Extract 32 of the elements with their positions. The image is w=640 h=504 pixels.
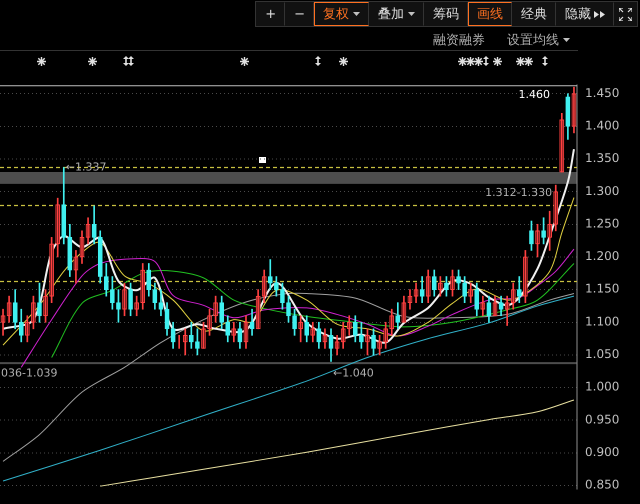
line-series [20, 248, 574, 368]
y-tick-label: 1.050 [585, 347, 620, 362]
y-tick-label: 0.850 [585, 478, 620, 492]
y-tick-label: 1.450 [585, 86, 620, 100]
annotation: ←1.337 [66, 160, 106, 174]
text: 叠加 [378, 6, 404, 23]
text: + [265, 6, 276, 22]
text: 隐藏 [565, 6, 591, 23]
y-tick-label: 1.100 [585, 314, 620, 328]
band-label: 1.312-1.330 [485, 186, 552, 200]
y-tick-label: 0.900 [585, 445, 620, 460]
line-series [100, 399, 574, 487]
text: 筹码 [433, 6, 459, 23]
annotation: 1.460 [518, 88, 550, 102]
band-label: 036-1.039 [1, 366, 58, 380]
y-tick-label: 1.300 [585, 184, 620, 198]
text: 设置均线 [507, 32, 559, 49]
text: 画线 [477, 6, 503, 23]
line-series [2, 148, 575, 344]
y-tick-label: 1.200 [585, 249, 620, 264]
y-tick-label: 0.950 [585, 412, 620, 426]
y-tick-label: 1.350 [585, 151, 620, 166]
y-tick-label: 1.150 [585, 282, 620, 296]
y-tick-label: 1.400 [585, 118, 620, 132]
text: 经典 [521, 6, 547, 23]
y-tick-label: 1.250 [585, 216, 620, 230]
line-series [51, 262, 574, 358]
text: 复权 [323, 6, 349, 23]
annotation: ←1.040 [333, 366, 374, 380]
y-tick-label: 1.000 [585, 380, 620, 394]
text: 融资融券 [433, 32, 485, 49]
text: − [294, 6, 305, 22]
